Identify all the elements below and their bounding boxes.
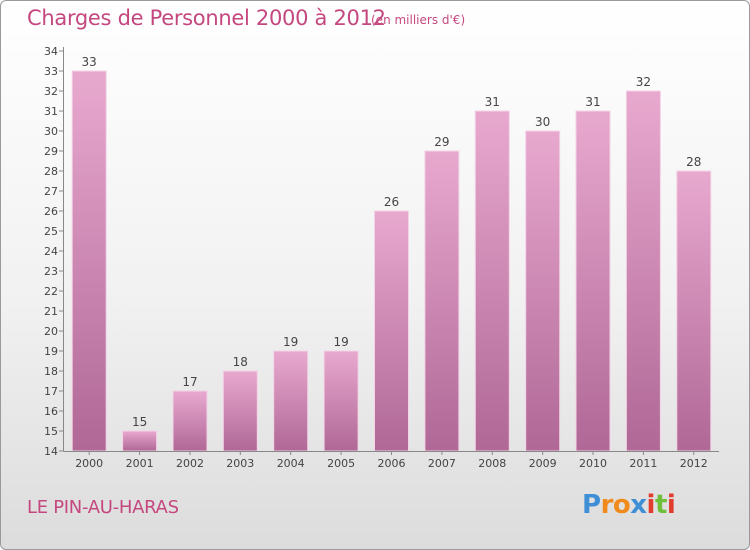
x-tick-label: 2001	[126, 457, 154, 470]
logo-letter: r	[600, 490, 614, 520]
data-label: 15	[132, 415, 147, 429]
logo-letter: o	[612, 490, 631, 520]
x-tick-label: 2008	[478, 457, 506, 470]
y-tick-label: 18	[44, 365, 58, 378]
bar-2009	[525, 130, 561, 452]
y-tick-label: 16	[44, 405, 58, 418]
x-tick-label: 2012	[680, 457, 708, 470]
y-tick-label: 34	[44, 45, 58, 58]
bar-2001	[122, 430, 158, 452]
y-tick-label: 20	[44, 325, 58, 338]
y-tick-label: 33	[44, 65, 58, 78]
axes-group: 2000 2001 2002 2003 2004 2005 2006 2007 2008 2009…	[44, 45, 719, 470]
bar-2003	[222, 370, 258, 452]
bar-2007	[424, 150, 460, 452]
bar-2008	[474, 110, 510, 452]
bars-group: 33 15 17 18 19 19 26 29 31 30 31 32 28	[71, 55, 712, 452]
x-tick-label: 2007	[428, 457, 456, 470]
logo-letter: P	[582, 490, 601, 520]
chart-subtitle: (en milliers d'€)	[371, 13, 466, 27]
data-label: 17	[182, 375, 197, 389]
bar-2005	[323, 350, 359, 452]
data-label: 31	[485, 95, 500, 109]
x-tick-label: 2010	[579, 457, 607, 470]
logo-letter: i	[646, 490, 656, 520]
data-label: 18	[233, 355, 248, 369]
y-tick-label: 31	[44, 105, 58, 118]
x-tick-label: 2009	[529, 457, 557, 470]
data-label: 29	[434, 135, 449, 149]
data-label: 32	[636, 75, 651, 89]
bar-2004	[273, 350, 309, 452]
y-tick-label: 14	[44, 445, 58, 458]
logo-letter: t	[654, 490, 667, 520]
data-label: 30	[535, 115, 550, 129]
proxiti-logo: Proxiti	[582, 490, 676, 520]
y-tick-label: 23	[44, 265, 58, 278]
data-label: 19	[333, 335, 348, 349]
x-tick-label: 2003	[226, 457, 254, 470]
y-tick-label: 25	[44, 225, 58, 238]
y-tick-label: 17	[44, 385, 58, 398]
y-tick-label: 32	[44, 85, 58, 98]
bar-2002	[172, 390, 208, 452]
bar-2010	[575, 110, 611, 452]
x-tick-label: 2005	[327, 457, 355, 470]
x-tick-label: 2004	[277, 457, 305, 470]
logo-letter: i	[666, 490, 676, 520]
chart-title: Charges de Personnel 2000 à 2012	[27, 6, 386, 30]
y-tick-label: 19	[44, 345, 58, 358]
bar-2011	[625, 90, 661, 452]
data-label: 33	[82, 55, 97, 69]
y-tick-label: 22	[44, 285, 58, 298]
data-label: 26	[384, 195, 399, 209]
y-tick-label: 28	[44, 165, 58, 178]
x-tick-label: 2006	[378, 457, 406, 470]
x-tick-label: 2000	[75, 457, 103, 470]
x-tick-label: 2011	[629, 457, 657, 470]
location-label: LE PIN-AU-HARAS	[27, 497, 179, 518]
bar-2006	[374, 210, 409, 452]
data-label: 28	[686, 155, 701, 169]
x-tick-label: 2002	[176, 457, 204, 470]
y-tick-label: 30	[44, 125, 58, 138]
y-tick-label: 24	[44, 245, 58, 258]
y-tick-label: 21	[44, 305, 58, 318]
bar-2000	[71, 70, 107, 452]
bar-2012	[676, 170, 712, 452]
y-tick-label: 29	[44, 145, 58, 158]
data-label: 19	[283, 335, 298, 349]
data-label: 31	[585, 95, 600, 109]
y-tick-label: 15	[44, 425, 58, 438]
logo-letter: x	[630, 490, 647, 520]
y-tick-label: 27	[44, 185, 58, 198]
y-tick-label: 26	[44, 205, 58, 218]
